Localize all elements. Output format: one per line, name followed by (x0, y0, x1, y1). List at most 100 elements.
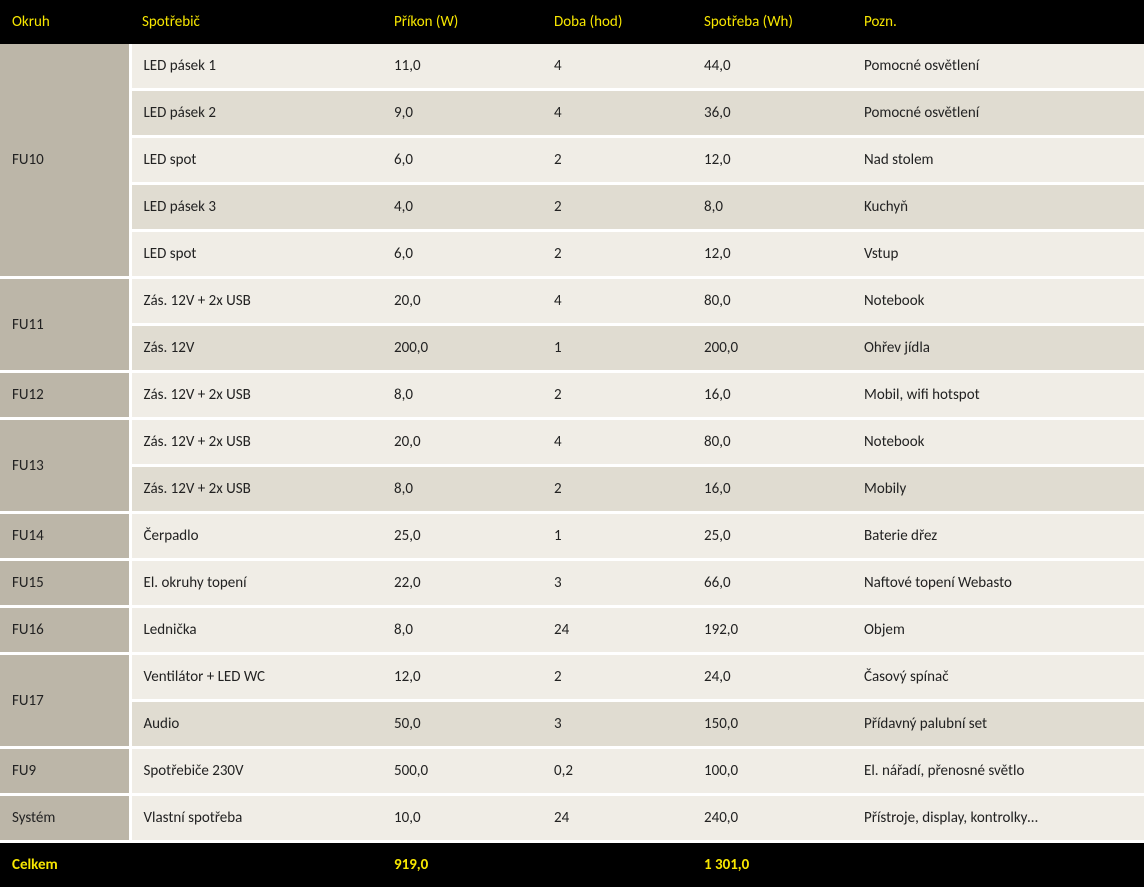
cell-pozn: Časový spínač (852, 654, 1144, 701)
footer-empty (130, 842, 382, 887)
table-row: FU16Lednička8,024192,0Objem (0, 607, 1144, 654)
cell-prikon: 8,0 (382, 607, 542, 654)
cell-pozn: Vstup (852, 231, 1144, 278)
group-cell-okruh: FU15 (0, 560, 130, 607)
cell-prikon: 200,0 (382, 325, 542, 372)
table-row: FU13Zás. 12V + 2x USB20,0480,0Notebook (0, 419, 1144, 466)
cell-prikon: 20,0 (382, 419, 542, 466)
cell-prikon: 10,0 (382, 795, 542, 842)
cell-spotreba: 100,0 (692, 748, 852, 795)
cell-pozn: Ohřev jídla (852, 325, 1144, 372)
group-cell-okruh: FU12 (0, 372, 130, 419)
cell-spotrebic: Zás. 12V (130, 325, 382, 372)
cell-doba: 24 (542, 795, 692, 842)
cell-doba: 2 (542, 137, 692, 184)
cell-doba: 1 (542, 513, 692, 560)
footer-empty (852, 842, 1144, 887)
group-cell-okruh: FU11 (0, 278, 130, 372)
power-consumption-table: Okruh Spotřebič Příkon (W) Doba (hod) Sp… (0, 0, 1144, 887)
table-row: LED spot6,0212,0Vstup (0, 231, 1144, 278)
group-cell-okruh: FU17 (0, 654, 130, 748)
cell-prikon: 50,0 (382, 701, 542, 748)
cell-spotrebic: LED pásek 2 (130, 90, 382, 137)
cell-spotrebic: Čerpadlo (130, 513, 382, 560)
cell-spotreba: 150,0 (692, 701, 852, 748)
cell-spotrebic: Zás. 12V + 2x USB (130, 419, 382, 466)
table-footer: Celkem 919,0 1 301,0 (0, 842, 1144, 887)
col-header-spotreba: Spotřeba (Wh) (692, 0, 852, 44)
cell-spotrebic: Vlastní spotřeba (130, 795, 382, 842)
cell-spotrebic: LED spot (130, 231, 382, 278)
table-row: SystémVlastní spotřeba10,024240,0Přístro… (0, 795, 1144, 842)
cell-spotreba: 240,0 (692, 795, 852, 842)
col-header-prikon: Příkon (W) (382, 0, 542, 44)
cell-pozn: Notebook (852, 419, 1144, 466)
cell-spotreba: 12,0 (692, 231, 852, 278)
cell-spotreba: 16,0 (692, 466, 852, 513)
table-row: Audio50,03150,0Přídavný palubní set (0, 701, 1144, 748)
cell-spotreba: 200,0 (692, 325, 852, 372)
cell-pozn: Pomocné osvětlení (852, 44, 1144, 90)
group-cell-okruh: Systém (0, 795, 130, 842)
cell-spotreba: 24,0 (692, 654, 852, 701)
cell-prikon: 11,0 (382, 44, 542, 90)
table-row: FU14Čerpadlo25,0125,0Baterie dřez (0, 513, 1144, 560)
cell-doba: 24 (542, 607, 692, 654)
cell-spotrebic: Spotřebiče 230V (130, 748, 382, 795)
cell-doba: 4 (542, 44, 692, 90)
cell-doba: 2 (542, 372, 692, 419)
group-cell-okruh: FU9 (0, 748, 130, 795)
table-header: Okruh Spotřebič Příkon (W) Doba (hod) Sp… (0, 0, 1144, 44)
cell-doba: 3 (542, 560, 692, 607)
cell-spotrebic: Zás. 12V + 2x USB (130, 372, 382, 419)
table-row: LED pásek 34,028,0Kuchyň (0, 184, 1144, 231)
cell-spotrebic: LED pásek 1 (130, 44, 382, 90)
cell-prikon: 8,0 (382, 466, 542, 513)
cell-prikon: 6,0 (382, 231, 542, 278)
cell-doba: 4 (542, 90, 692, 137)
group-cell-okruh: FU16 (0, 607, 130, 654)
cell-prikon: 500,0 (382, 748, 542, 795)
cell-pozn: Notebook (852, 278, 1144, 325)
cell-spotrebic: Zás. 12V + 2x USB (130, 466, 382, 513)
table-row: FU15El. okruhy topení22,0366,0Naftové to… (0, 560, 1144, 607)
cell-spotrebic: LED spot (130, 137, 382, 184)
cell-doba: 0,2 (542, 748, 692, 795)
cell-spotreba: 36,0 (692, 90, 852, 137)
cell-prikon: 12,0 (382, 654, 542, 701)
cell-spotreba: 80,0 (692, 419, 852, 466)
cell-pozn: Přídavný palubní set (852, 701, 1144, 748)
footer-prikon-total: 919,0 (382, 842, 542, 887)
cell-pozn: El. nářadí, přenosné světlo (852, 748, 1144, 795)
table-row: FU10LED pásek 111,0444,0Pomocné osvětlen… (0, 44, 1144, 90)
table-row: FU17Ventilátor + LED WC12,0224,0Časový s… (0, 654, 1144, 701)
col-header-okruh: Okruh (0, 0, 130, 44)
table-row: Zás. 12V200,01200,0Ohřev jídla (0, 325, 1144, 372)
group-cell-okruh: FU13 (0, 419, 130, 513)
cell-prikon: 8,0 (382, 372, 542, 419)
cell-spotrebic: Ventilátor + LED WC (130, 654, 382, 701)
cell-doba: 4 (542, 419, 692, 466)
cell-spotreba: 12,0 (692, 137, 852, 184)
col-header-doba: Doba (hod) (542, 0, 692, 44)
footer-spotreba-total: 1 301,0 (692, 842, 852, 887)
cell-spotreba: 66,0 (692, 560, 852, 607)
cell-doba: 1 (542, 325, 692, 372)
cell-pozn: Baterie dřez (852, 513, 1144, 560)
cell-pozn: Přístroje, display, kontrolky… (852, 795, 1144, 842)
cell-pozn: Kuchyň (852, 184, 1144, 231)
cell-spotrebic: Lednička (130, 607, 382, 654)
table-row: FU12Zás. 12V + 2x USB8,0216,0Mobil, wifi… (0, 372, 1144, 419)
cell-pozn: Objem (852, 607, 1144, 654)
cell-doba: 3 (542, 701, 692, 748)
cell-doba: 2 (542, 184, 692, 231)
cell-prikon: 20,0 (382, 278, 542, 325)
cell-prikon: 22,0 (382, 560, 542, 607)
cell-spotrebic: El. okruhy topení (130, 560, 382, 607)
group-cell-okruh: FU10 (0, 44, 130, 278)
col-header-spotrebic: Spotřebič (130, 0, 382, 44)
cell-spotrebic: Audio (130, 701, 382, 748)
cell-pozn: Nad stolem (852, 137, 1144, 184)
cell-spotrebic: Zás. 12V + 2x USB (130, 278, 382, 325)
cell-prikon: 25,0 (382, 513, 542, 560)
